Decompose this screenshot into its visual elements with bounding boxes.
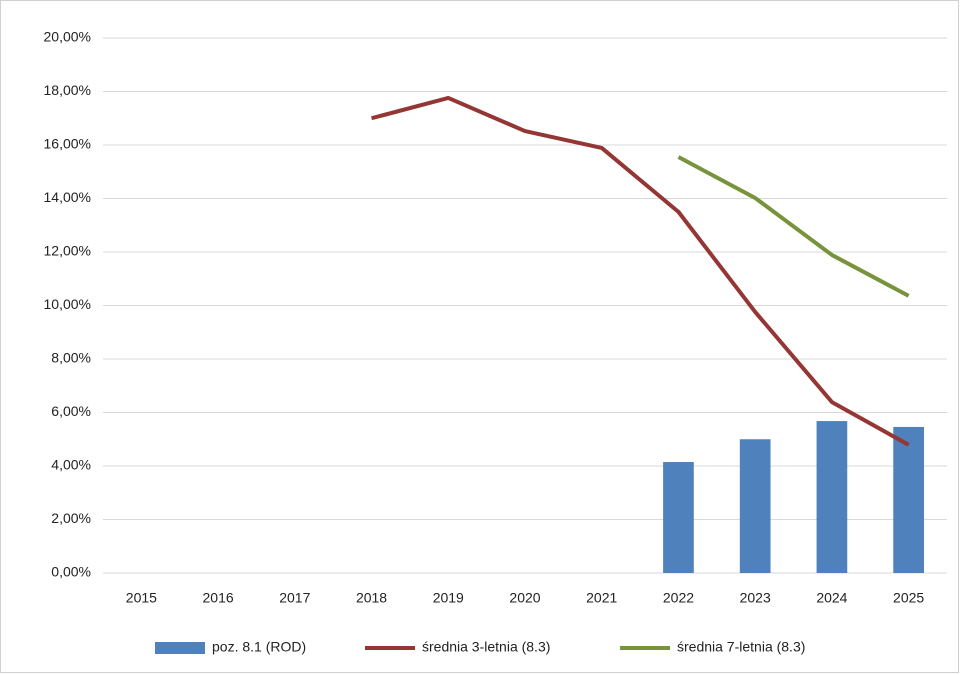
x-tick-label: 2021: [586, 590, 617, 606]
y-tick-label: 8,00%: [51, 350, 91, 366]
x-tick-label: 2020: [509, 590, 540, 606]
y-tick-label: 16,00%: [44, 136, 91, 152]
legend-label: poz. 8.1 (ROD): [212, 639, 306, 655]
x-tick-label: 2022: [663, 590, 694, 606]
y-tick-label: 2,00%: [51, 510, 91, 526]
y-tick-label: 0,00%: [51, 564, 91, 580]
y-tick-label: 14,00%: [44, 189, 91, 205]
x-tick-label: 2015: [126, 590, 157, 606]
legend-swatch: [155, 642, 205, 654]
bar: [893, 426, 924, 573]
y-tick-label: 12,00%: [44, 243, 91, 259]
y-tick-label: 4,00%: [51, 457, 91, 473]
bar: [816, 421, 848, 573]
x-tick-label: 2017: [279, 590, 310, 606]
y-tick-label: 18,00%: [44, 82, 91, 98]
x-tick-label: 2023: [740, 590, 771, 606]
y-tick-label: 6,00%: [51, 403, 91, 419]
bar: [739, 439, 771, 573]
line: [371, 95, 910, 447]
x-tick-label: 2016: [203, 590, 234, 606]
x-tick-label: 2025: [893, 590, 924, 606]
x-tick-label: 2024: [816, 590, 847, 606]
y-tick-label: 10,00%: [44, 296, 91, 312]
legend-label: średnia 7-letnia (8.3): [677, 639, 805, 655]
x-tick-label: 2019: [433, 590, 464, 606]
x-tick-label: 2018: [356, 590, 387, 606]
legend-label: średnia 3-letnia (8.3): [422, 639, 550, 655]
bar: [663, 461, 694, 573]
line: [677, 155, 910, 298]
y-tick-label: 20,00%: [44, 29, 91, 45]
